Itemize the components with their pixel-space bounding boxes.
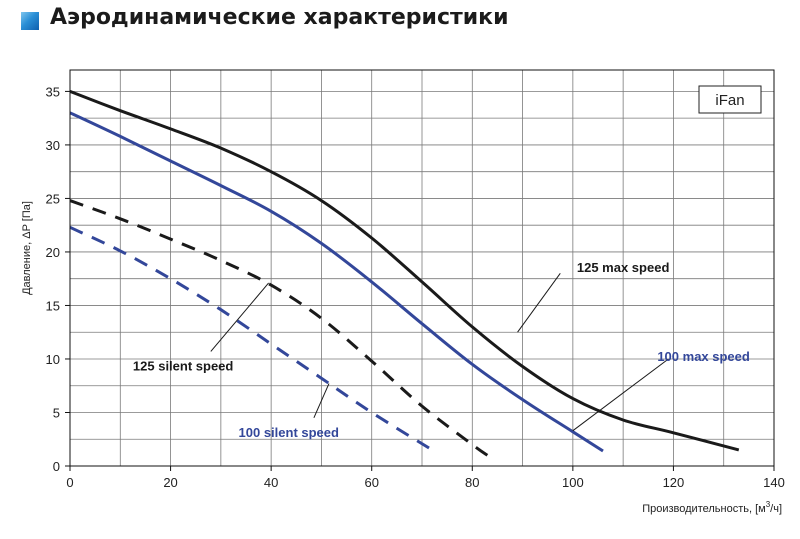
- chart-series: [69, 89, 740, 457]
- x-tick-label: 120: [663, 475, 685, 490]
- x-axis-label: Производительность, [м3/ч]: [642, 500, 782, 515]
- legend-box: iFan: [698, 85, 762, 114]
- page-header: Аэродинамические характеристики: [0, 0, 800, 52]
- annotation-leader-line: [517, 273, 561, 333]
- chart-annotations: 125 max speed 100 max speed 125 silent spe…: [133, 260, 750, 440]
- y-tick-label: 0: [53, 459, 60, 474]
- y-tick-label: 20: [46, 245, 60, 260]
- y-tick-label: 35: [46, 84, 60, 99]
- page-title: Аэродинамические характеристики: [50, 5, 509, 30]
- series-line-125-max-speed: [69, 89, 740, 452]
- chart-grid: [70, 70, 774, 466]
- x-tick-label: 40: [264, 475, 278, 490]
- series-line-100-silent-speed: [69, 225, 433, 452]
- annotation-label: 100 max speed: [657, 349, 750, 364]
- annotation-label: 100 silent speed: [239, 425, 339, 440]
- x-tick-label: 20: [163, 475, 177, 490]
- x-tick-label: 140: [763, 475, 785, 490]
- y-tick-label: 15: [46, 298, 60, 313]
- x-tick-label: 80: [465, 475, 479, 490]
- y-axis-label: Давление, ΔP [Па]: [21, 201, 33, 295]
- plot-frame: [69, 69, 775, 467]
- x-tick-label: 100: [562, 475, 584, 490]
- series-line-100-max-speed: [69, 111, 604, 453]
- y-tick-label: 5: [53, 405, 60, 420]
- legend-box-frame: [698, 85, 762, 114]
- series-line-125-silent-speed: [69, 199, 489, 457]
- annotation-leader-line: [313, 383, 330, 419]
- y-tick-label: 10: [46, 352, 60, 367]
- annotation-label: 125 silent speed: [133, 358, 233, 373]
- x-tick-label: 0: [66, 475, 73, 490]
- annotation-leader-line: [572, 358, 669, 432]
- y-tick-label: 30: [46, 138, 60, 153]
- x-axis-label-sup: 3: [766, 500, 771, 509]
- chart-ticks: 0 20 40 60 80 100 120 140 0 5 10 15 20 25 30 35: [46, 84, 785, 490]
- annotation-label: 125 max speed: [577, 260, 670, 275]
- title-bullet-icon: [21, 12, 39, 30]
- x-axis-label-base: Производительность, [м: [642, 503, 766, 515]
- x-axis-label-tail: /ч]: [770, 503, 782, 515]
- legend-box-label: iFan: [715, 92, 744, 109]
- x-tick-label: 60: [364, 475, 378, 490]
- y-tick-label: 25: [46, 191, 60, 206]
- annotation-leader-line: [210, 282, 270, 352]
